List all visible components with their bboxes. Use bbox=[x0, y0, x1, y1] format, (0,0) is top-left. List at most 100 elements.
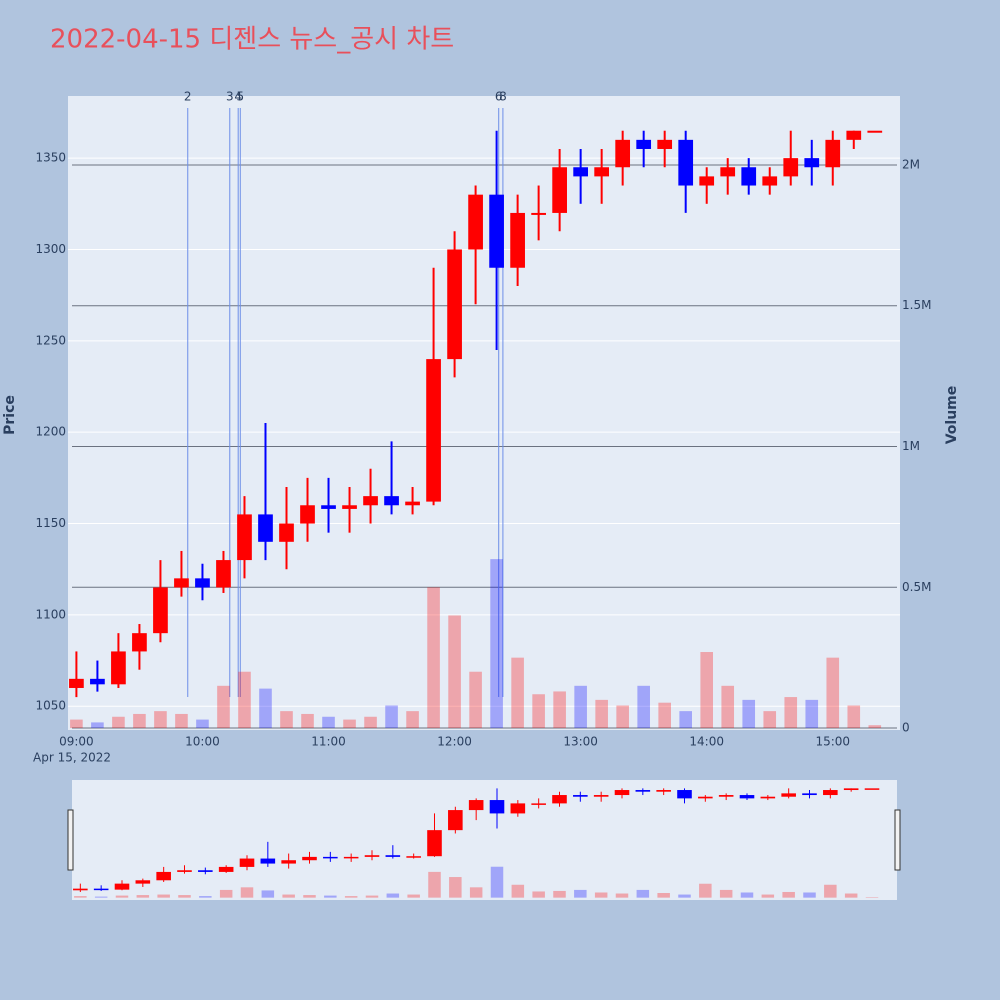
slider-volume-bar bbox=[574, 889, 587, 898]
slider-volume-bar bbox=[261, 890, 275, 898]
slider-candle-body bbox=[239, 858, 255, 867]
slider-volume-bar bbox=[282, 894, 295, 898]
candle-body bbox=[741, 167, 757, 186]
event-label: 4 bbox=[234, 90, 242, 104]
candle-body bbox=[573, 167, 588, 177]
slider-candle-body bbox=[718, 795, 734, 797]
slider-candle-body bbox=[427, 830, 442, 857]
slider-volume-bar bbox=[615, 893, 629, 898]
y-tick-label: 1350 bbox=[35, 151, 66, 165]
slider-candle-body bbox=[343, 856, 359, 859]
volume-bar bbox=[784, 697, 798, 729]
y-tick-label: 1250 bbox=[35, 333, 66, 347]
volume-bar bbox=[70, 719, 83, 729]
candle-body bbox=[510, 212, 525, 268]
y-tick-label: 1300 bbox=[35, 242, 66, 256]
event-label: 8 bbox=[499, 90, 507, 104]
slider-candle-body bbox=[656, 790, 671, 792]
slider-candle-body bbox=[823, 790, 838, 796]
y2-tick-label: 2M bbox=[902, 157, 920, 171]
slider-candle-body bbox=[489, 800, 505, 814]
volume-bar bbox=[763, 711, 777, 729]
slider-volume-bar bbox=[178, 895, 191, 898]
slider-candle-body bbox=[677, 790, 692, 799]
y-tick-label: 1150 bbox=[35, 516, 66, 530]
slider-volume-bar bbox=[844, 893, 858, 898]
slider-candle-body bbox=[93, 888, 109, 891]
slider-candle-body bbox=[364, 855, 380, 857]
candle-body bbox=[804, 158, 820, 168]
slider-handle[interactable] bbox=[67, 809, 74, 871]
volume-bar bbox=[175, 713, 188, 729]
candle-body bbox=[258, 514, 273, 542]
volume-bar bbox=[700, 652, 714, 729]
slider-volume-bar bbox=[74, 896, 87, 898]
event-label: 5 bbox=[236, 90, 244, 104]
volume-bar bbox=[511, 657, 524, 729]
volume-bar bbox=[805, 699, 819, 729]
candle-body bbox=[90, 678, 105, 685]
candle-body bbox=[825, 139, 841, 168]
x-tick-label: 14:00 bbox=[689, 735, 724, 749]
slider-volume-bar bbox=[865, 897, 879, 898]
volume-bar bbox=[448, 615, 461, 729]
slider-volume-bar bbox=[115, 895, 129, 898]
slider-candle-body bbox=[135, 880, 151, 884]
candle-body bbox=[615, 139, 631, 168]
volume-bar bbox=[259, 688, 272, 729]
x-tick-label: 10:00 bbox=[185, 735, 220, 749]
volume-bar bbox=[721, 685, 735, 729]
candle-body bbox=[447, 249, 462, 360]
slider-volume-bar bbox=[136, 895, 150, 898]
slider-volume-bar bbox=[761, 894, 775, 898]
y-axis-title: Price bbox=[2, 395, 18, 435]
slider-candle-body bbox=[198, 870, 213, 872]
candle-body bbox=[720, 167, 736, 177]
slider-candle-body bbox=[531, 803, 546, 805]
slider-volume-bar bbox=[365, 895, 379, 898]
slider-candle-body bbox=[218, 866, 234, 872]
range-slider[interactable] bbox=[72, 780, 897, 900]
candle-body bbox=[237, 514, 252, 561]
volume-bar bbox=[112, 716, 125, 729]
slider-candle-body bbox=[864, 788, 880, 790]
candle-body bbox=[174, 578, 189, 588]
event-label: 6 bbox=[495, 90, 503, 104]
volume-bar bbox=[280, 711, 293, 729]
y-tick-label: 1100 bbox=[35, 607, 66, 621]
volume-bar bbox=[322, 716, 335, 729]
volume-bar bbox=[742, 699, 756, 729]
chart-title: 2022-04-15 디젠스 뉴스_공시 차트 bbox=[50, 25, 454, 55]
candle-body bbox=[384, 496, 399, 506]
slider-volume-bar bbox=[824, 884, 837, 898]
y2-axis-title: Volume bbox=[944, 386, 960, 445]
volume-bar bbox=[574, 685, 587, 729]
candle-body bbox=[426, 359, 441, 502]
slider-volume-bar bbox=[219, 889, 233, 898]
slider-handle[interactable] bbox=[894, 809, 901, 871]
candle-body bbox=[636, 139, 652, 149]
candle-body bbox=[657, 139, 673, 149]
slider-volume-bar bbox=[490, 866, 504, 898]
candle-body bbox=[468, 194, 483, 250]
slider-volume-bar bbox=[594, 892, 608, 898]
volume-bar bbox=[532, 694, 545, 729]
volume-bar bbox=[826, 657, 840, 729]
slider-candle-body bbox=[281, 860, 296, 864]
candle-body bbox=[489, 194, 504, 268]
candle-body bbox=[321, 505, 336, 509]
volume-bar bbox=[490, 559, 503, 729]
slider-candle-body bbox=[843, 788, 859, 791]
candle-body bbox=[195, 578, 210, 588]
volume-bar bbox=[679, 711, 692, 729]
slider-volume-bar bbox=[324, 895, 337, 898]
slider-candle-body bbox=[510, 803, 526, 814]
volume-bar bbox=[364, 716, 377, 729]
slider-candle-body bbox=[73, 888, 88, 891]
slider-volume-bar bbox=[803, 892, 816, 898]
volume-bar bbox=[616, 705, 629, 729]
slider-volume-bar bbox=[511, 884, 525, 898]
candle-body bbox=[867, 130, 883, 133]
y2-tick-label: 1.5M bbox=[902, 298, 931, 312]
